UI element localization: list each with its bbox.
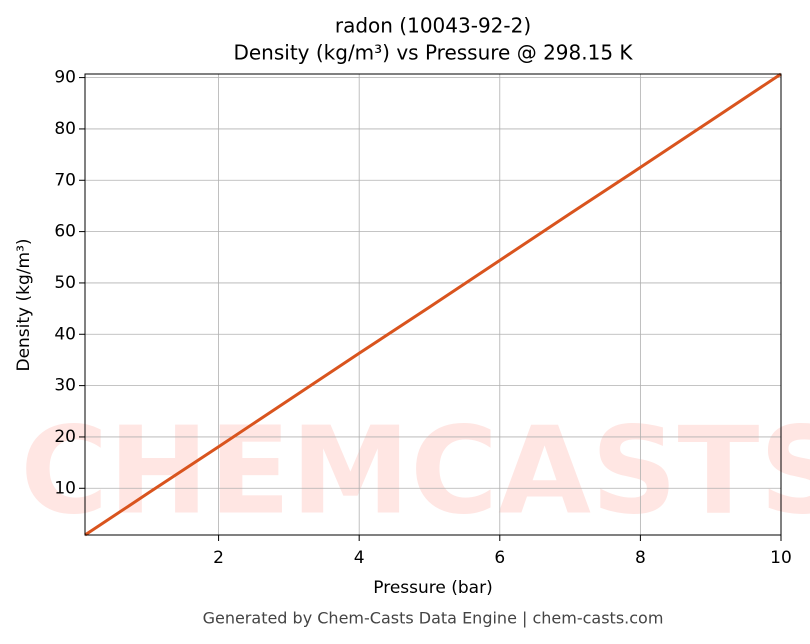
y-tick-label: 90: [54, 68, 76, 88]
y-tick-label: 40: [54, 324, 76, 344]
y-tick-label: 80: [54, 119, 76, 139]
x-axis-label: Pressure (bar): [373, 578, 492, 598]
y-tick-label: 30: [54, 376, 76, 396]
y-tick-label: 70: [54, 170, 76, 190]
plot-frame: [84, 73, 782, 536]
x-tick-label: 8: [635, 548, 646, 568]
y-tick-label: 50: [54, 273, 76, 293]
y-tick-label: 10: [54, 478, 76, 498]
watermark: CHEMCASTS: [20, 403, 810, 542]
x-tick-label: 4: [354, 548, 365, 568]
x-tick-label: 2: [213, 548, 224, 568]
footer: Generated by Chem-Casts Data Engine | ch…: [203, 609, 664, 628]
y-tick-label: 60: [54, 222, 76, 242]
chart-title: radon (10043-92-2): [335, 14, 531, 38]
x-tick-label: 10: [770, 548, 792, 568]
x-tick-label: 6: [494, 548, 505, 568]
chart-subtitle: Density (kg/m³) vs Pressure @ 298.15 K: [233, 41, 633, 65]
y-axis-label: Density (kg/m³): [14, 238, 34, 371]
data-line: [84, 72, 782, 537]
y-tick-label: 20: [54, 427, 76, 447]
